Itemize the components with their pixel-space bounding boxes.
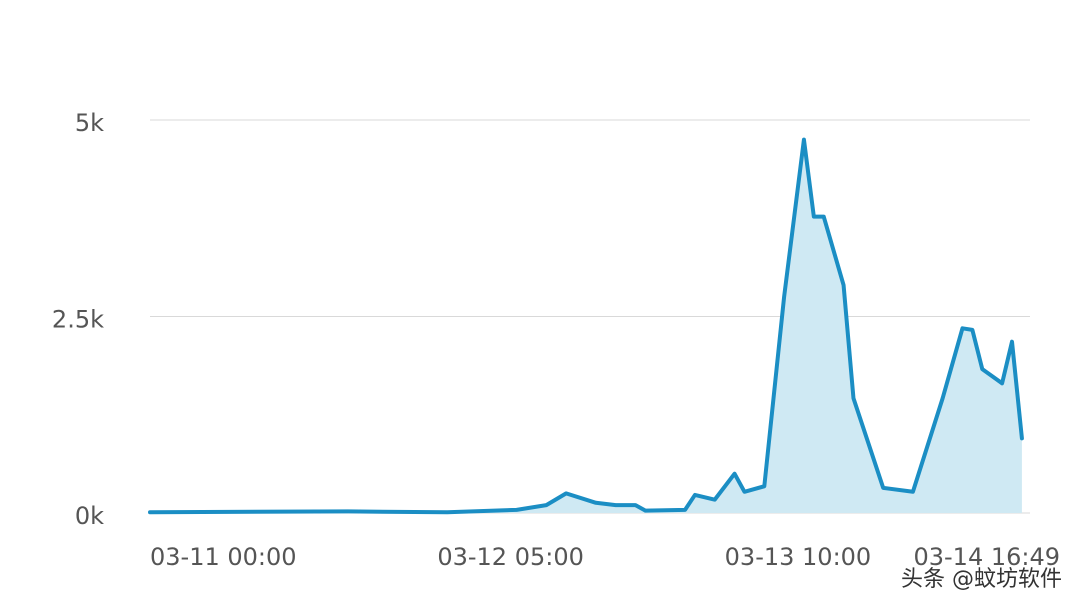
x-tick-label: 03-13 10:00: [725, 543, 872, 571]
x-tick-label: 03-12 05:00: [437, 543, 584, 571]
y-tick-label: 0k: [75, 502, 104, 530]
y-tick-label: 5k: [75, 109, 104, 137]
line: [148, 137, 1024, 515]
area: [150, 139, 1022, 513]
x-tick-label: 03-14 16:49: [913, 543, 1060, 571]
watermark: 头条 @蚊坊软件: [901, 567, 1062, 592]
x-tick-label: 03-11 00:00: [150, 543, 297, 571]
y-tick-label: 2.5k: [52, 306, 104, 334]
